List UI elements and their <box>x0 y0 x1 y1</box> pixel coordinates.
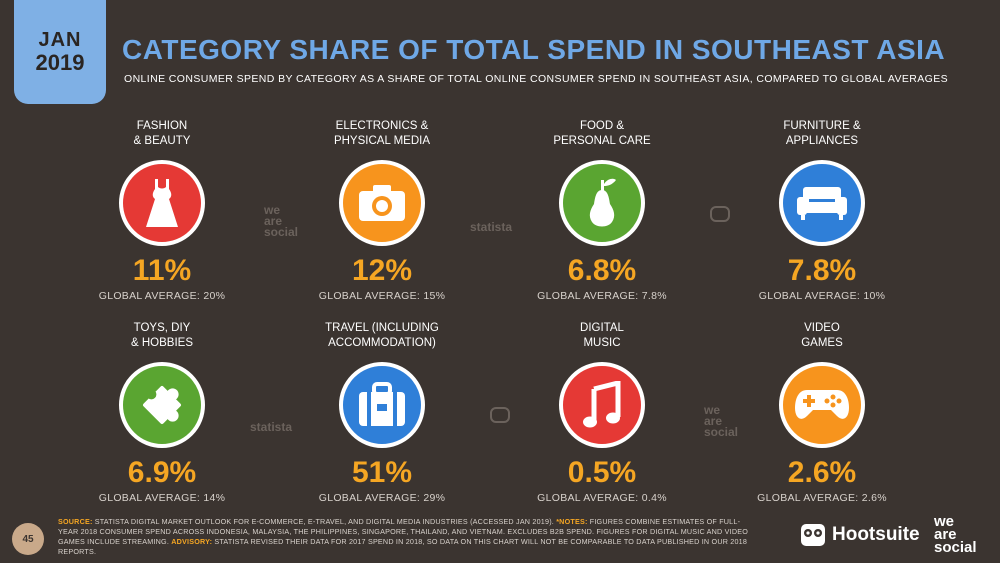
owl-icon <box>490 407 510 423</box>
category-global-average: GLOBAL AVERAGE: 20% <box>98 290 226 302</box>
category-global-average: GLOBAL AVERAGE: 0.4% <box>537 492 667 504</box>
we-are-social-logo: we are social <box>934 513 977 556</box>
category-label: TOYS, DIY & HOBBIES <box>131 322 193 349</box>
category-digital-music: DIGITAL MUSIC 0.5% GLOBAL AVERAGE: 0.4% <box>507 320 697 504</box>
category-value: 2.6% <box>787 456 857 489</box>
camera-icon <box>339 160 425 246</box>
advisory-text: STATISTA REVISED THEIR DATA FOR 2017 SPE… <box>58 537 748 556</box>
notes-label: *NOTES: <box>556 517 588 526</box>
watermark-social: social <box>704 425 739 439</box>
owl-icon <box>710 206 730 222</box>
sofa-icon <box>779 160 865 246</box>
category-value: 6.9% <box>127 456 197 489</box>
statista-watermark: statista <box>470 220 513 234</box>
category-toys-diy-hobbies: TOYS, DIY & HOBBIES 6.9% GLOBAL AVERAGE:… <box>67 320 257 504</box>
category-label: VIDEO GAMES <box>801 322 843 349</box>
category-video-games: VIDEO GAMES 2.6% GLOBAL AVERAGE: 2.6% <box>727 320 917 504</box>
gamepad-icon <box>779 362 865 448</box>
date-tab: JAN 2019 <box>14 0 106 104</box>
category-label: FOOD & PERSONAL CARE <box>553 120 651 147</box>
category-value: 12% <box>351 254 413 287</box>
puzzle-icon <box>119 362 205 448</box>
source-text: STATISTA DIGITAL MARKET OUTLOOK FOR E-CO… <box>92 517 557 526</box>
category-global-average: GLOBAL AVERAGE: 15% <box>318 290 446 302</box>
was-social: social <box>934 539 977 556</box>
category-electronics: ELECTRONICS & PHYSICAL MEDIA 12% GLOBAL … <box>287 118 477 302</box>
category-label: DIGITAL MUSIC <box>580 322 624 349</box>
category-global-average: GLOBAL AVERAGE: 2.6% <box>757 492 887 504</box>
category-fashion-beauty: FASHION & BEAUTY 11% GLOBAL AVERAGE: 20% <box>67 118 257 302</box>
pear-icon <box>559 160 645 246</box>
page-number: 45 <box>12 523 44 555</box>
suitcase-icon <box>339 362 425 448</box>
watermark-we: we <box>264 203 281 217</box>
category-travel: TRAVEL (INCLUDING ACCOMMODATION) 51% GLO… <box>287 320 477 504</box>
category-global-average: GLOBAL AVERAGE: 7.8% <box>537 290 667 302</box>
was-are: are <box>934 526 957 543</box>
music-note-icon <box>559 362 645 448</box>
category-value: 7.8% <box>787 254 857 287</box>
watermark-are: are <box>264 214 283 228</box>
watermark-social: social <box>264 225 299 239</box>
was-we: we <box>934 513 955 530</box>
hootsuite-wordmark: Hootsuite <box>832 524 920 545</box>
statista-watermark: statista <box>250 420 293 434</box>
category-furniture-appliances: FURNITURE & APPLIANCES 7.8% GLOBAL AVERA… <box>727 118 917 302</box>
category-global-average: GLOBAL AVERAGE: 14% <box>98 492 226 504</box>
watermark-are: are <box>704 414 723 428</box>
category-label: ELECTRONICS & PHYSICAL MEDIA <box>333 120 431 147</box>
category-global-average: GLOBAL AVERAGE: 10% <box>758 290 886 302</box>
hootsuite-logo: Hootsuite <box>800 523 920 547</box>
notes-text: FIGURES COMBINE ESTIMATES OF FULL-YEAR 2… <box>58 517 749 546</box>
category-value: 0.5% <box>567 456 637 489</box>
we-are-social-watermark: we are social <box>704 403 739 439</box>
we-are-social-watermark: we are social <box>264 203 299 239</box>
watermark-we: we <box>704 403 721 417</box>
category-label: FASHION & BEAUTY <box>133 120 191 147</box>
category-global-average: GLOBAL AVERAGE: 29% <box>318 492 446 504</box>
source-label: SOURCE: <box>58 517 93 526</box>
category-value: 6.8% <box>567 254 637 287</box>
category-value: 11% <box>132 254 192 287</box>
page-subtitle: ONLINE CONSUMER SPEND BY CATEGORY AS A S… <box>124 73 949 85</box>
date-month: JAN <box>38 28 82 51</box>
dress-icon <box>119 160 205 246</box>
category-label: FURNITURE & APPLIANCES <box>783 120 861 147</box>
category-label: TRAVEL (INCLUDING ACCOMMODATION) <box>325 322 439 349</box>
date-year: 2019 <box>35 49 85 75</box>
page-title: CATEGORY SHARE OF TOTAL SPEND IN SOUTHEA… <box>122 34 946 65</box>
footer: 45 SOURCE: STATISTA DIGITAL MARKET OUTLO… <box>0 505 1000 563</box>
category-value: 51% <box>351 456 413 489</box>
advisory-label: ADVISORY: <box>171 537 213 546</box>
category-food-personal-care: FOOD & PERSONAL CARE 6.8% GLOBAL AVERAGE… <box>507 118 697 302</box>
owl-logo-icon <box>801 524 825 546</box>
source-note: SOURCE: STATISTA DIGITAL MARKET OUTLOOK … <box>58 517 758 557</box>
